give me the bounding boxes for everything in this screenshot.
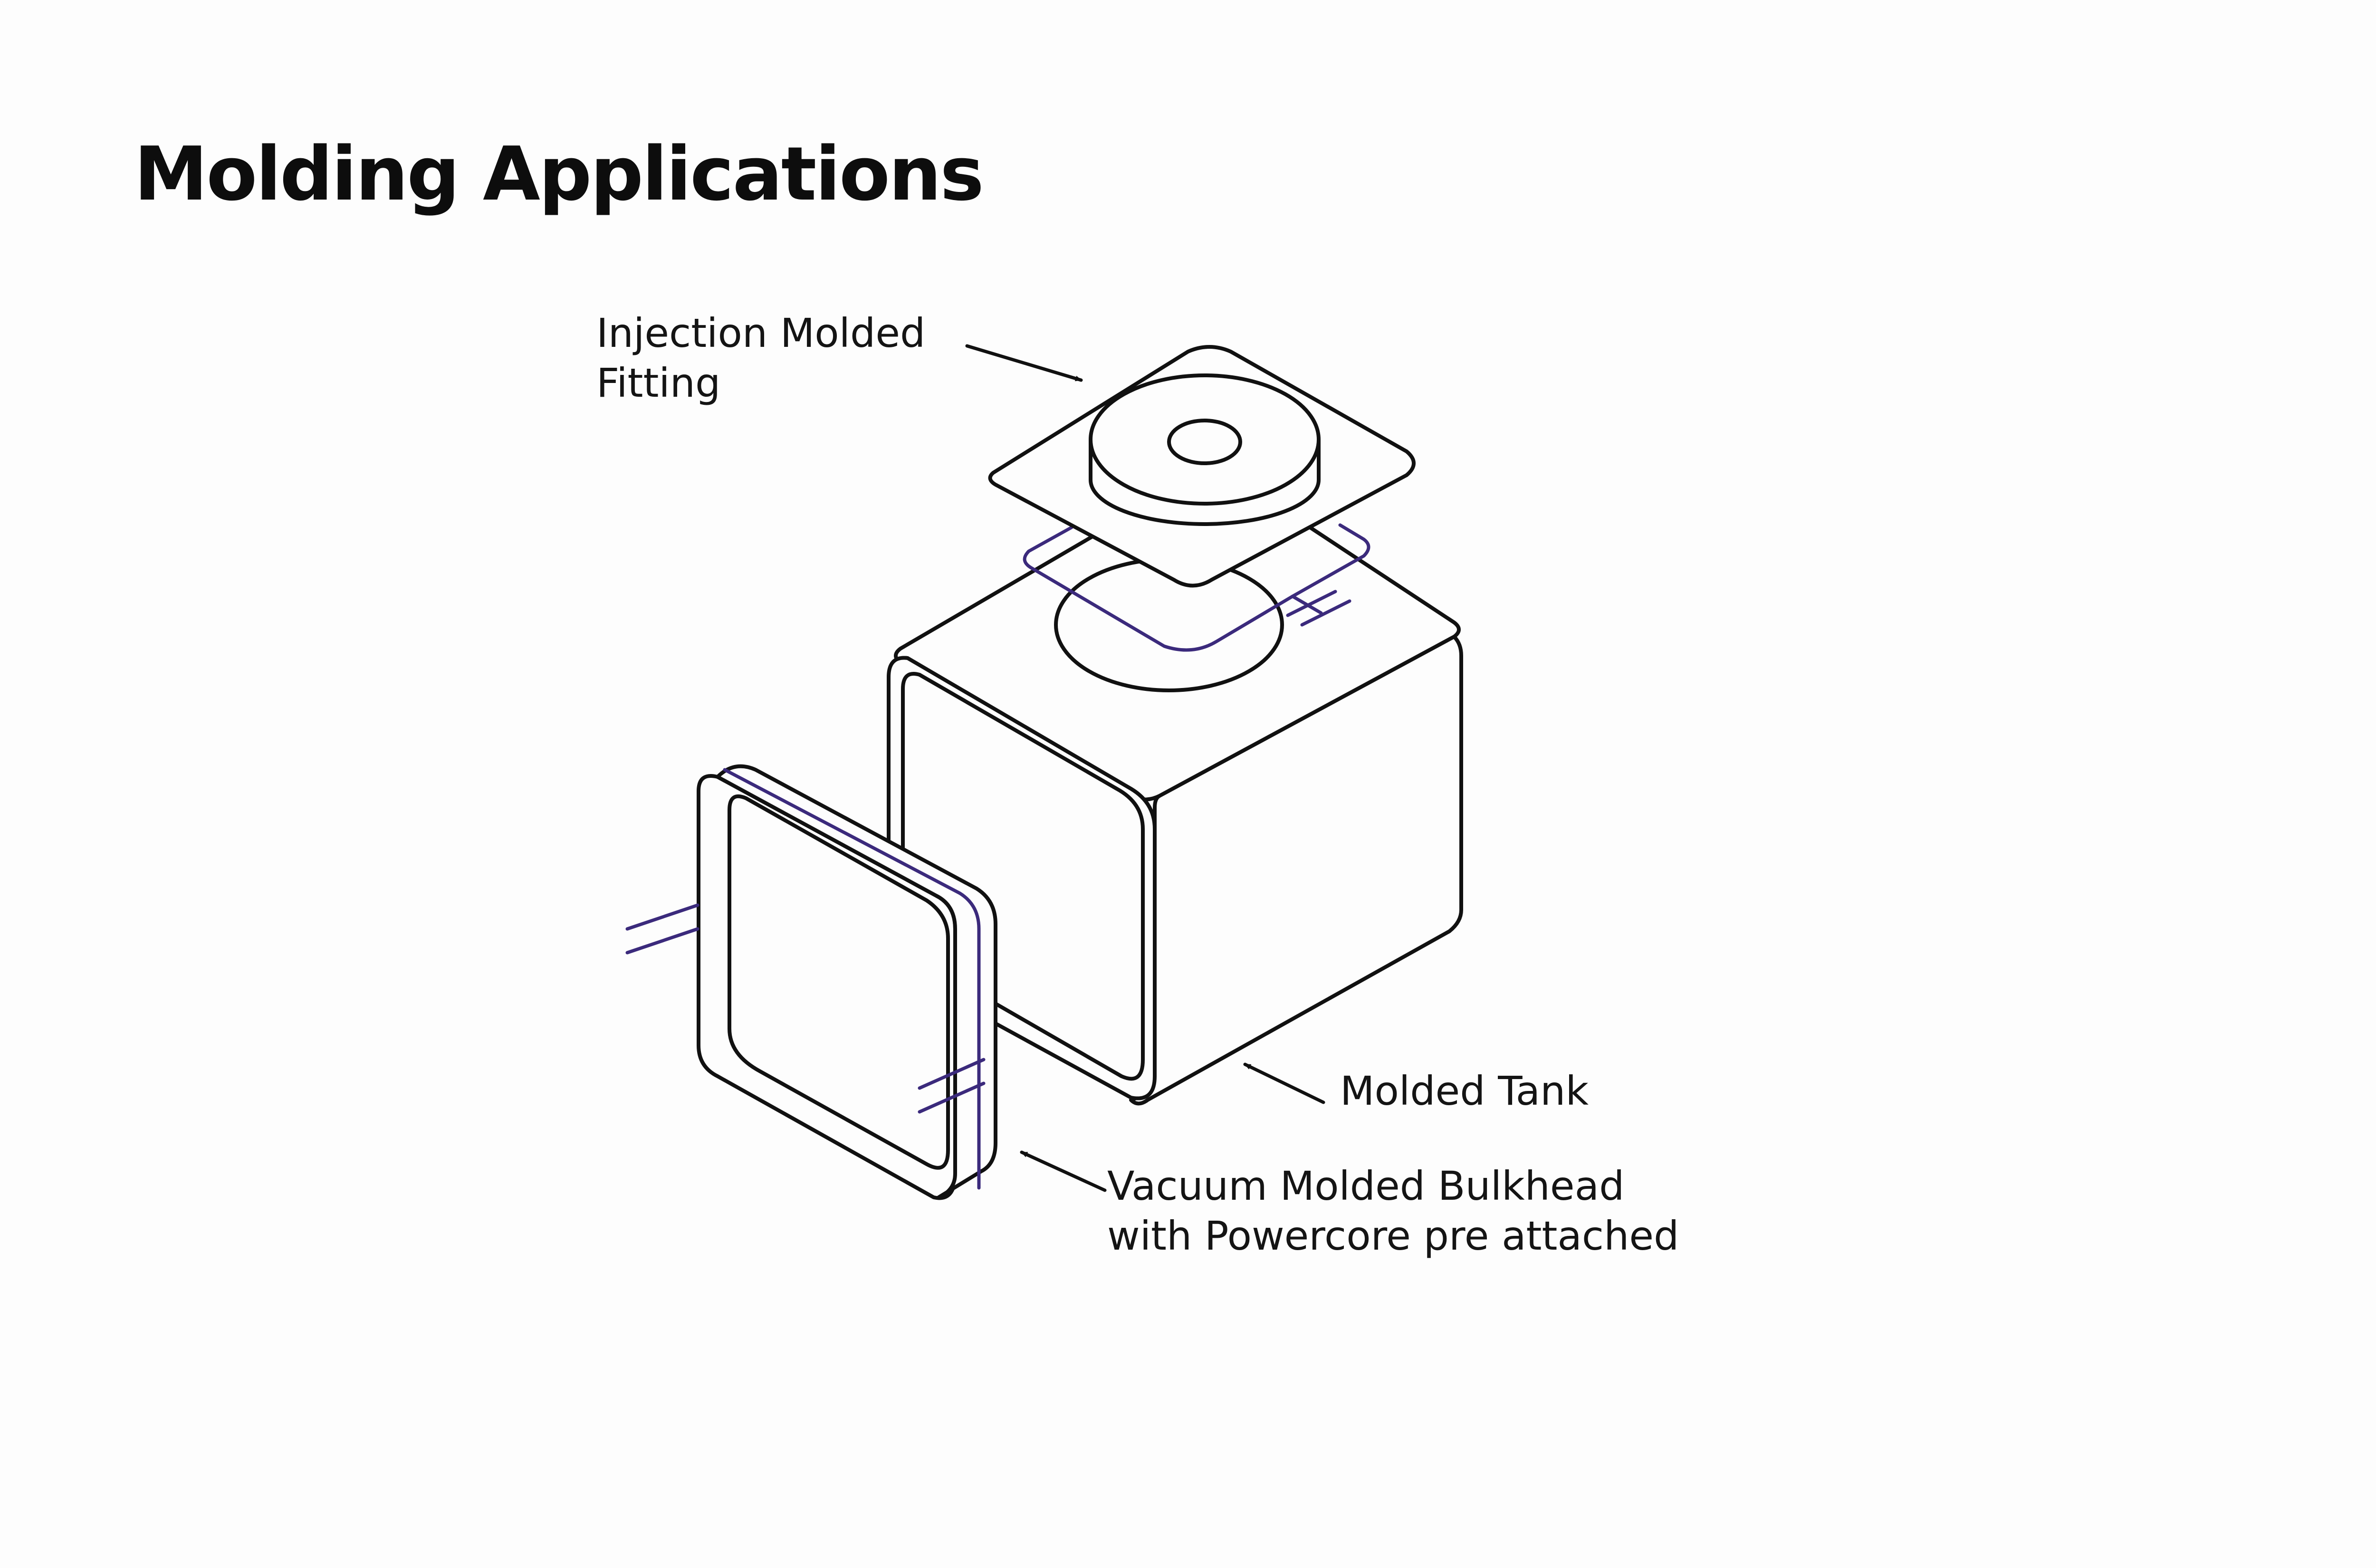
fitting-label-line-2: Fitting	[596, 360, 720, 406]
fitting-label-line-1: Injection Molded	[596, 310, 925, 356]
fitting-boss-top	[1089, 373, 1321, 506]
tank-label-line-1: Molded Tank	[1340, 1068, 1589, 1114]
tank-label: Molded Tank	[1340, 1068, 1589, 1114]
bulkhead-arrow	[1020, 1150, 1107, 1192]
bulkhead-label-line-2: with Powercore pre attached	[1107, 1213, 1679, 1259]
page-title: Molding Applications	[134, 131, 984, 217]
bulkhead-label: Vacuum Molded Bulkhead with Powercore pr…	[1107, 1163, 1679, 1259]
fitting-arrow	[965, 344, 1083, 382]
fitting-powercore-loop	[1023, 523, 1370, 652]
fitting-label: Injection Molded Fitting	[596, 310, 925, 406]
bulkhead-label-line-1: Vacuum Molded Bulkhead	[1107, 1163, 1624, 1209]
injection-molded-fitting	[988, 345, 1416, 588]
bulkhead-opening	[728, 794, 950, 1170]
tank-right-face	[1129, 635, 1463, 1106]
bulkhead-powercore	[625, 768, 986, 1190]
fitting-hole	[1167, 419, 1242, 465]
tank-arrow	[1243, 1062, 1325, 1104]
